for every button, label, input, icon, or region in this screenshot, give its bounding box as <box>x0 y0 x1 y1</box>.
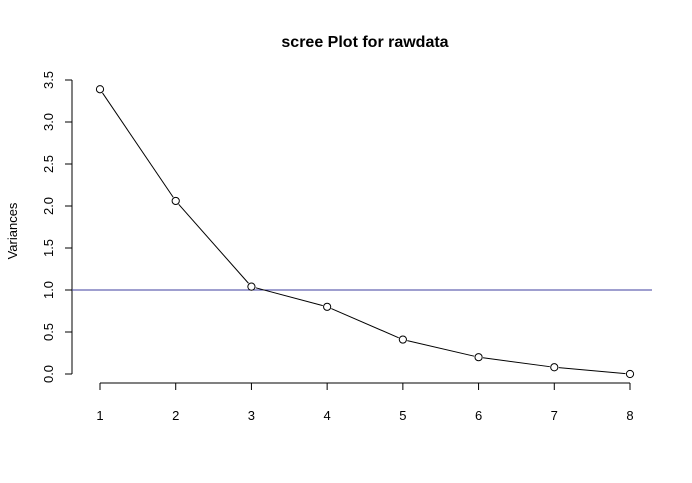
x-tick-label: 1 <box>96 408 103 423</box>
y-tick-label: 2.0 <box>41 197 56 215</box>
x-tick-label: 4 <box>324 408 331 423</box>
series-segment <box>558 367 626 375</box>
y-axis-label: Variances <box>5 202 20 259</box>
x-axis-ticks: 1 2 3 4 5 6 7 8 <box>96 383 634 423</box>
data-point <box>398 335 407 344</box>
x-tick-label: 2 <box>172 408 179 423</box>
y-tick-label: 1.5 <box>41 239 56 257</box>
y-axis-ticks: 0.0 0.5 1.0 1.5 2.0 2.5 3.0 3.5 <box>41 71 72 383</box>
y-tick-label: 2.5 <box>41 155 56 173</box>
series-segment <box>482 357 550 368</box>
data-points <box>95 85 635 379</box>
chart-title: scree Plot for rawdata <box>281 34 448 51</box>
data-point <box>625 369 635 379</box>
x-tick-label: 3 <box>248 408 255 423</box>
y-tick-label: 3.0 <box>41 113 56 131</box>
series-segment <box>331 308 399 339</box>
data-point <box>95 85 105 94</box>
x-tick-label: 8 <box>626 408 633 423</box>
x-tick-label: 5 <box>399 408 406 423</box>
data-point <box>550 363 559 372</box>
series-segment <box>102 92 174 198</box>
y-tick-label: 3.5 <box>41 71 56 89</box>
y-tick-label: 0.5 <box>41 323 56 341</box>
y-tick-label: 0.0 <box>41 365 56 383</box>
y-tick-label: 1.0 <box>41 281 56 299</box>
data-point <box>171 196 180 206</box>
data-point <box>247 282 256 291</box>
x-tick-label: 6 <box>475 408 482 423</box>
x-tick-label: 7 <box>551 408 558 423</box>
series-segment <box>407 340 475 357</box>
data-point <box>323 302 332 311</box>
series-segment <box>178 204 249 284</box>
series-segment <box>255 287 323 307</box>
data-point <box>474 353 483 362</box>
